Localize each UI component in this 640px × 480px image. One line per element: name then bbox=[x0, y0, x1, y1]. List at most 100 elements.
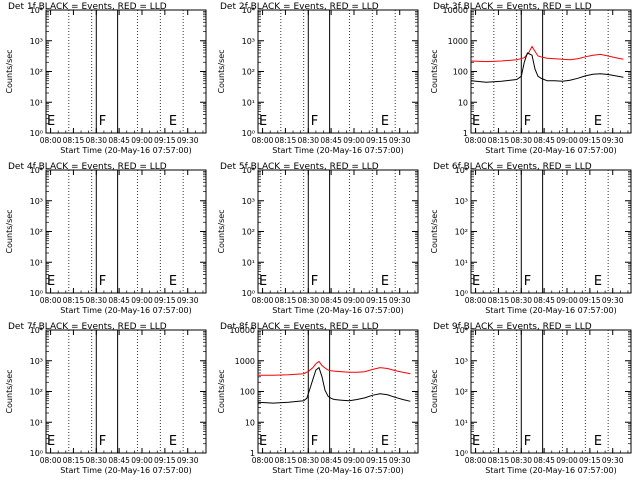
x-tick-label: 08:00 bbox=[465, 296, 487, 305]
x-axis-label: Start Time (20-May-16 07:57:00) bbox=[485, 306, 616, 315]
x-tick-label: 08:00 bbox=[40, 456, 62, 465]
marker-label-0: E bbox=[259, 274, 267, 289]
y-tick-label: 10⁴ bbox=[30, 326, 43, 335]
marker-label-2: E bbox=[381, 114, 389, 129]
y-tick-label: 10¹ bbox=[30, 418, 43, 427]
x-tick-label: 09:15 bbox=[154, 456, 176, 465]
series-line-black bbox=[470, 52, 624, 83]
x-tick-label: 09:00 bbox=[556, 136, 578, 145]
x-tick-label: 08:45 bbox=[533, 136, 555, 145]
marker-label-2: E bbox=[381, 274, 389, 289]
y-tick-label: 10² bbox=[455, 228, 468, 237]
y-tick-label: 10² bbox=[30, 68, 43, 77]
plot-frame bbox=[470, 169, 632, 294]
marker-label-2: E bbox=[169, 114, 177, 129]
x-tick-label: 08:00 bbox=[40, 296, 62, 305]
y-tick-label: 10⁰ bbox=[30, 289, 43, 298]
marker-label-1: F bbox=[99, 114, 106, 129]
chart-title: Det 5f BLACK = Events, RED = LLD bbox=[220, 162, 379, 172]
x-tick-label: 09:15 bbox=[579, 456, 601, 465]
x-axis-label: Start Time (20-May-16 07:57:00) bbox=[272, 306, 403, 315]
y-tick-label: 1000 bbox=[448, 37, 468, 46]
plot-frame bbox=[257, 9, 419, 134]
marker-label-2: E bbox=[381, 434, 389, 449]
x-tick-label: 08:45 bbox=[533, 296, 555, 305]
y-tick-label: 10⁰ bbox=[30, 129, 43, 138]
y-tick-label: 10² bbox=[30, 228, 43, 237]
x-tick-label: 08:15 bbox=[275, 456, 297, 465]
x-tick-label: 08:45 bbox=[320, 136, 342, 145]
chart-panel-8: Det 8f BLACK = Events, RED = LLD 1 10 100 10… bbox=[217, 322, 419, 475]
marker-label-2: E bbox=[594, 274, 602, 289]
y-tick-label: 10³ bbox=[455, 197, 468, 206]
x-tick-label: 08:45 bbox=[320, 456, 342, 465]
x-tick-label: 08:00 bbox=[465, 456, 487, 465]
x-tick-label: 08:00 bbox=[252, 456, 274, 465]
marker-label-1: F bbox=[311, 274, 318, 289]
x-tick-label: 09:15 bbox=[579, 296, 601, 305]
x-tick-label: 08:00 bbox=[465, 136, 487, 145]
x-tick-label: 09:00 bbox=[343, 136, 365, 145]
chart-panel-1: Det 1f BLACK = Events, RED = LLD 10⁰ 10¹ 10… bbox=[5, 2, 207, 155]
x-tick-label: 09:30 bbox=[177, 456, 199, 465]
y-tick-label: 10¹ bbox=[242, 98, 255, 107]
marker-label-2: E bbox=[169, 274, 177, 289]
y-tick-label: 1 bbox=[463, 129, 468, 138]
x-axis-label: Start Time (20-May-16 07:57:00) bbox=[60, 466, 191, 475]
y-tick-label: 10² bbox=[30, 388, 43, 397]
chart-panel-3: Det 3f BLACK = Events, RED = LLD 1 10 100 10… bbox=[430, 2, 632, 155]
y-axis-label: Counts/sec bbox=[217, 209, 226, 253]
x-tick-label: 08:45 bbox=[108, 296, 130, 305]
y-tick-label: 10⁴ bbox=[30, 166, 43, 175]
x-tick-label: 08:30 bbox=[510, 136, 532, 145]
x-tick-label: 09:30 bbox=[389, 456, 411, 465]
x-tick-label: 09:15 bbox=[366, 136, 388, 145]
x-tick-label: 09:30 bbox=[389, 296, 411, 305]
y-tick-label: 10¹ bbox=[30, 98, 43, 107]
x-tick-label: 08:15 bbox=[488, 456, 510, 465]
x-tick-label: 08:30 bbox=[85, 456, 107, 465]
x-tick-label: 08:15 bbox=[275, 296, 297, 305]
x-tick-label: 09:30 bbox=[602, 136, 624, 145]
x-tick-label: 08:15 bbox=[63, 296, 85, 305]
y-tick-label: 1000 bbox=[235, 357, 255, 366]
x-tick-label: 09:15 bbox=[366, 456, 388, 465]
x-tick-label: 09:30 bbox=[177, 136, 199, 145]
y-axis-label: Counts/sec bbox=[430, 369, 439, 413]
y-axis-label: Counts/sec bbox=[430, 209, 439, 253]
y-tick-label: 10² bbox=[242, 228, 255, 237]
y-tick-label: 10¹ bbox=[455, 418, 468, 427]
x-tick-label: 09:00 bbox=[343, 296, 365, 305]
x-axis-label: Start Time (20-May-16 07:57:00) bbox=[272, 466, 403, 475]
x-tick-label: 08:00 bbox=[252, 136, 274, 145]
y-tick-label: 10¹ bbox=[242, 258, 255, 267]
x-tick-label: 08:45 bbox=[108, 136, 130, 145]
plot-frame bbox=[45, 329, 207, 454]
y-axis-label: Counts/sec bbox=[5, 369, 14, 413]
marker-label-0: E bbox=[47, 274, 55, 289]
y-axis-label: Counts/sec bbox=[430, 49, 439, 93]
y-tick-label: 10⁴ bbox=[455, 166, 468, 175]
y-tick-label: 10² bbox=[455, 388, 468, 397]
marker-label-1: F bbox=[524, 114, 531, 129]
x-tick-label: 08:15 bbox=[488, 136, 510, 145]
y-tick-label: 10000 bbox=[230, 326, 255, 335]
x-tick-label: 08:30 bbox=[297, 456, 319, 465]
x-tick-label: 09:00 bbox=[343, 456, 365, 465]
chart-title: Det 4f BLACK = Events, RED = LLD bbox=[8, 162, 167, 172]
chart-panel-5: Det 5f BLACK = Events, RED = LLD 10⁰ 10¹ 10… bbox=[217, 162, 419, 315]
y-tick-label: 10² bbox=[242, 68, 255, 77]
chart-panel-6: Det 6f BLACK = Events, RED = LLD 10⁰ 10¹ 10… bbox=[430, 162, 632, 315]
marker-label-1: F bbox=[524, 434, 531, 449]
x-axis-label: Start Time (20-May-16 07:57:00) bbox=[60, 306, 191, 315]
y-tick-label: 10³ bbox=[242, 197, 255, 206]
x-tick-label: 08:30 bbox=[85, 136, 107, 145]
y-axis-label: Counts/sec bbox=[217, 49, 226, 93]
x-tick-label: 09:00 bbox=[131, 296, 153, 305]
y-axis-label: Counts/sec bbox=[5, 49, 14, 93]
x-tick-label: 08:30 bbox=[85, 296, 107, 305]
marker-label-0: E bbox=[47, 434, 55, 449]
chart-title: Det 6f BLACK = Events, RED = LLD bbox=[433, 162, 592, 172]
x-tick-label: 08:30 bbox=[297, 136, 319, 145]
y-tick-label: 10 bbox=[458, 98, 468, 107]
